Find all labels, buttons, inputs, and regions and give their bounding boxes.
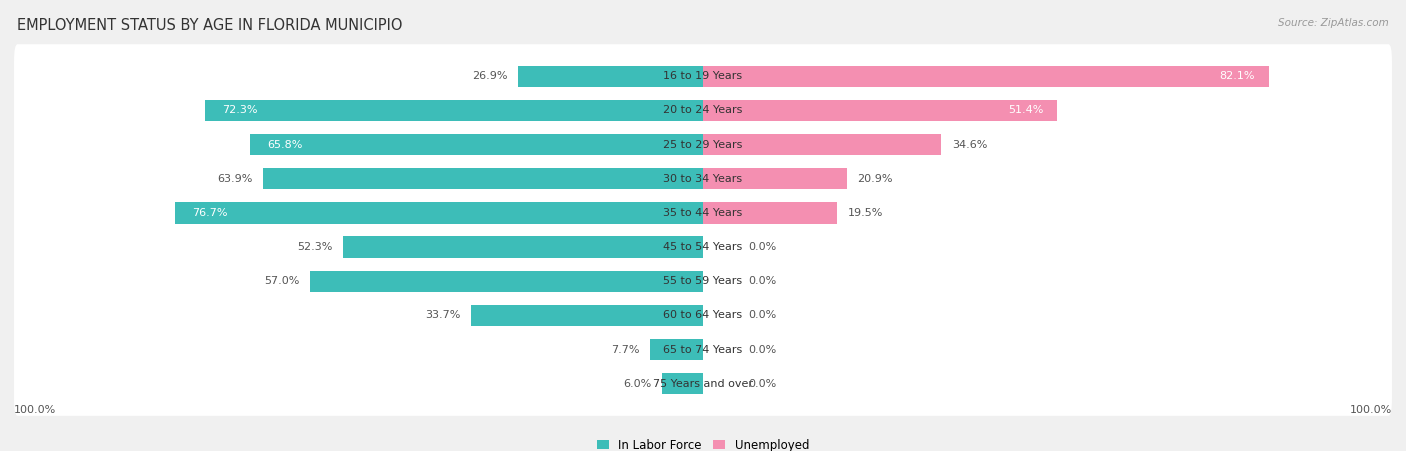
FancyBboxPatch shape	[14, 181, 1392, 245]
Bar	[650, 339, 703, 360]
Bar	[205, 100, 703, 121]
Text: 65.8%: 65.8%	[267, 140, 302, 150]
Text: 34.6%: 34.6%	[952, 140, 987, 150]
Text: 0.0%: 0.0%	[748, 310, 776, 320]
Bar	[703, 134, 942, 155]
Bar	[662, 373, 703, 394]
Text: 19.5%: 19.5%	[848, 208, 883, 218]
Bar	[250, 134, 703, 155]
Text: 20 to 24 Years: 20 to 24 Years	[664, 106, 742, 115]
Text: 100.0%: 100.0%	[1350, 405, 1392, 415]
FancyBboxPatch shape	[14, 318, 1392, 382]
Bar	[471, 305, 703, 326]
Text: 55 to 59 Years: 55 to 59 Years	[664, 276, 742, 286]
Text: 52.3%: 52.3%	[297, 242, 332, 252]
Text: 100.0%: 100.0%	[14, 405, 56, 415]
Text: 26.9%: 26.9%	[472, 71, 508, 81]
Text: 30 to 34 Years: 30 to 34 Years	[664, 174, 742, 184]
Bar	[263, 168, 703, 189]
Text: EMPLOYMENT STATUS BY AGE IN FLORIDA MUNICIPIO: EMPLOYMENT STATUS BY AGE IN FLORIDA MUNI…	[17, 18, 402, 33]
Text: 0.0%: 0.0%	[748, 379, 776, 389]
Text: 6.0%: 6.0%	[623, 379, 651, 389]
Bar	[703, 202, 838, 224]
Text: Source: ZipAtlas.com: Source: ZipAtlas.com	[1278, 18, 1389, 28]
FancyBboxPatch shape	[14, 44, 1392, 108]
Text: 57.0%: 57.0%	[264, 276, 299, 286]
FancyBboxPatch shape	[14, 249, 1392, 313]
Text: 0.0%: 0.0%	[748, 345, 776, 354]
Text: 35 to 44 Years: 35 to 44 Years	[664, 208, 742, 218]
FancyBboxPatch shape	[14, 215, 1392, 279]
Text: 51.4%: 51.4%	[1008, 106, 1043, 115]
Text: 0.0%: 0.0%	[748, 276, 776, 286]
Bar	[703, 168, 846, 189]
Text: 76.7%: 76.7%	[191, 208, 228, 218]
Text: 25 to 29 Years: 25 to 29 Years	[664, 140, 742, 150]
Text: 65 to 74 Years: 65 to 74 Years	[664, 345, 742, 354]
FancyBboxPatch shape	[14, 147, 1392, 211]
Text: 75 Years and over: 75 Years and over	[652, 379, 754, 389]
Legend: In Labor Force, Unemployed: In Labor Force, Unemployed	[592, 434, 814, 451]
Bar	[174, 202, 703, 224]
Text: 60 to 64 Years: 60 to 64 Years	[664, 310, 742, 320]
FancyBboxPatch shape	[14, 78, 1392, 143]
Text: 82.1%: 82.1%	[1219, 71, 1254, 81]
Text: 72.3%: 72.3%	[222, 106, 257, 115]
Text: 45 to 54 Years: 45 to 54 Years	[664, 242, 742, 252]
Text: 33.7%: 33.7%	[425, 310, 461, 320]
FancyBboxPatch shape	[14, 283, 1392, 348]
Bar	[311, 271, 703, 292]
Bar	[703, 66, 1268, 87]
Text: 0.0%: 0.0%	[748, 242, 776, 252]
Text: 7.7%: 7.7%	[612, 345, 640, 354]
Bar	[703, 100, 1057, 121]
Text: 16 to 19 Years: 16 to 19 Years	[664, 71, 742, 81]
Bar	[343, 236, 703, 258]
Bar	[517, 66, 703, 87]
Text: 20.9%: 20.9%	[858, 174, 893, 184]
FancyBboxPatch shape	[14, 352, 1392, 416]
Text: 63.9%: 63.9%	[217, 174, 253, 184]
FancyBboxPatch shape	[14, 112, 1392, 177]
